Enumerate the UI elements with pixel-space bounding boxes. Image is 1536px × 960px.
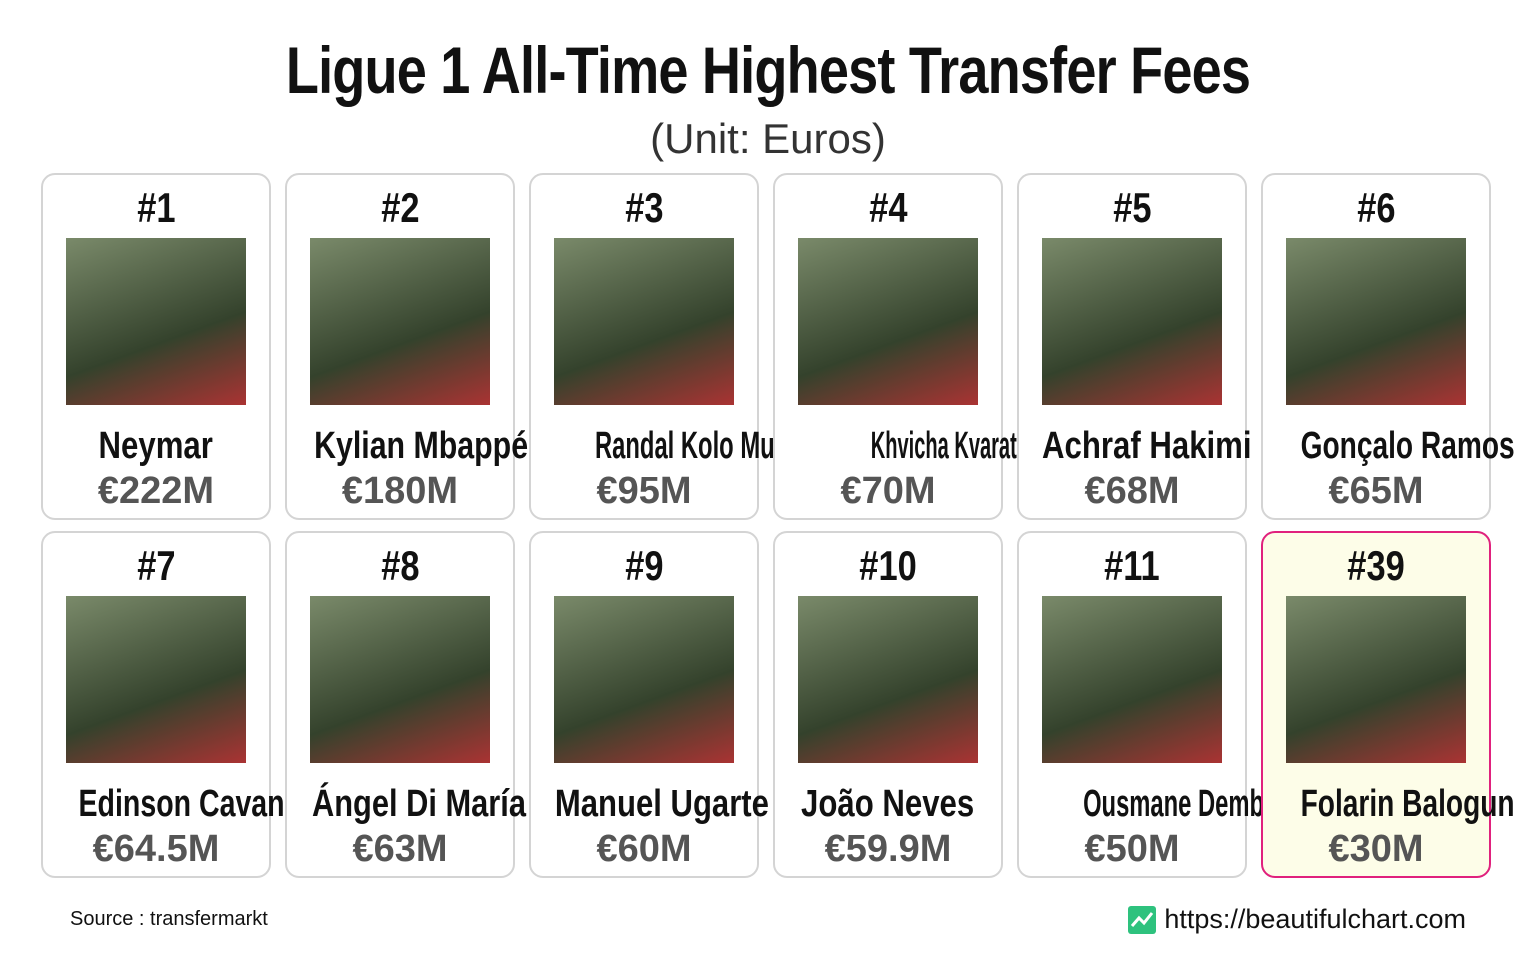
player-photo [310, 596, 490, 763]
player-name-text: Ángel Di María [311, 783, 526, 825]
rank-text: #6 [1356, 184, 1396, 231]
title: Ligue 1 All-Time Highest Transfer Fees [285, 33, 1251, 107]
player-photo [1042, 238, 1222, 405]
transfer-fee: €180M [341, 470, 459, 512]
rank-text: #2 [380, 184, 420, 231]
rank-text: #4 [868, 184, 908, 231]
player-name: Randal Kolo Muani [531, 423, 809, 469]
transfer-fee: €64.5M [92, 828, 220, 870]
player-card: #8 Ángel Di María €63M [285, 531, 526, 878]
player-name: Achraf Hakimi [1019, 423, 1252, 469]
rank: #10 [775, 543, 1001, 589]
transfer-fee: €68M [1084, 470, 1180, 512]
player-name-text: Achraf Hakimi [1041, 425, 1252, 467]
player-photo [1042, 596, 1222, 763]
rank-text: #10 [859, 542, 917, 589]
player-name-text: Kylian Mbappé [314, 425, 529, 467]
website-url: https://beautifulchart.com [1164, 904, 1466, 934]
rank-text: #7 [136, 542, 176, 589]
rank: #9 [531, 543, 757, 589]
rank-text: #39 [1347, 542, 1405, 589]
player-name: Khvicha Kvaratskhelia [775, 423, 1085, 469]
player-name-text: Folarin Balogun [1300, 783, 1515, 825]
rank: #3 [531, 185, 757, 231]
player-card: #3 Randal Kolo Muani €95M [529, 173, 809, 520]
rank-text: #1 [136, 184, 176, 231]
transfer-fee: €59.9M [824, 828, 952, 870]
transfer-fee: €70M [840, 470, 936, 512]
player-name-text: Edinson Cavani [78, 783, 293, 825]
player-name: Ousmane Dembélé [1019, 781, 1297, 827]
transfer-fee: €60M [596, 828, 692, 870]
player-card: #39 Folarin Balogun €30M [1261, 531, 1515, 878]
player-photo [66, 238, 246, 405]
rank: #8 [287, 543, 513, 589]
player-name: Ángel Di María [287, 781, 526, 827]
rank: #39 [1263, 543, 1489, 589]
player-card: #4 Khvicha Kvaratskhelia €70M [773, 173, 1085, 520]
transfer-fee: €63M [352, 828, 448, 870]
player-name: Neymar [43, 423, 269, 469]
player-name-text: Neymar [98, 425, 214, 467]
player-photo [798, 238, 978, 405]
player-name: Edinson Cavani [43, 781, 293, 827]
transfer-fee: €30M [1328, 828, 1424, 870]
rank-text: #5 [1112, 184, 1152, 231]
subtitle: (Unit: Euros) [650, 115, 886, 162]
rank-text: #3 [624, 184, 664, 231]
rank: #2 [287, 185, 513, 231]
rank-text: #9 [624, 542, 664, 589]
player-name: Gonçalo Ramos [1263, 423, 1515, 469]
player-card: #7 Edinson Cavani €64.5M [41, 531, 293, 878]
player-card: #5 Achraf Hakimi €68M [1017, 173, 1252, 520]
site-icon [1128, 905, 1157, 934]
player-name: Manuel Ugarte [531, 781, 769, 827]
transfer-fee: €95M [596, 470, 692, 512]
player-photo [310, 238, 490, 405]
player-photo [66, 596, 246, 763]
rank-text: #11 [1104, 542, 1160, 589]
website: https://beautifulchart.com [1128, 904, 1466, 935]
player-card: #10 João Neves €59.9M [773, 531, 1003, 878]
player-photo [554, 238, 734, 405]
player-card: #11 Ousmane Dembélé €50M [1017, 531, 1297, 878]
player-name-text: João Neves [801, 783, 975, 825]
rank: #5 [1019, 185, 1245, 231]
player-photo [554, 596, 734, 763]
player-name: Kylian Mbappé [287, 423, 528, 469]
rank: #1 [43, 185, 269, 231]
player-photo [1286, 596, 1466, 763]
player-name-text: Manuel Ugarte [554, 783, 769, 825]
transfer-fee: €65M [1328, 470, 1424, 512]
source: Source : transfermarkt [70, 908, 268, 930]
player-name: João Neves [775, 781, 1001, 827]
rank: #7 [43, 543, 269, 589]
transfer-fee: €222M [97, 470, 215, 512]
transfer-fee: €50M [1084, 828, 1180, 870]
player-card: #2 Kylian Mbappé €180M [285, 173, 528, 520]
player-photo [798, 596, 978, 763]
rank: #4 [775, 185, 1001, 231]
rank: #11 [1019, 543, 1245, 589]
player-photo [1286, 238, 1466, 405]
rank-text: #8 [380, 542, 420, 589]
player-card: #1 Neymar €222M [41, 173, 271, 520]
player-name: Folarin Balogun [1263, 781, 1515, 827]
player-card: #9 Manuel Ugarte €60M [529, 531, 769, 878]
player-name-text: Gonçalo Ramos [1300, 425, 1515, 467]
player-card: #6 Gonçalo Ramos €65M [1261, 173, 1515, 520]
rank: #6 [1263, 185, 1489, 231]
